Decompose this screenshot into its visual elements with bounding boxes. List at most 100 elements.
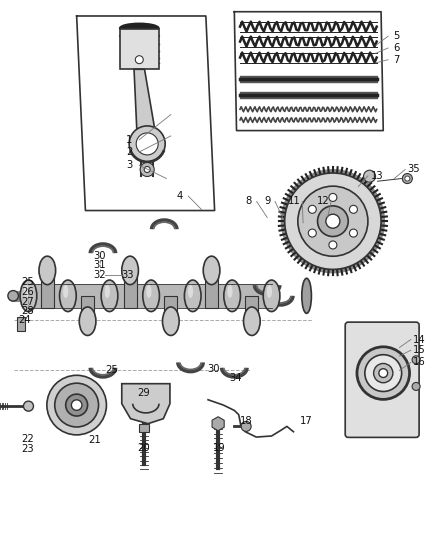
Text: 11: 11 [288,197,301,206]
Circle shape [329,241,337,249]
Text: 6: 6 [393,43,399,53]
Text: 27: 27 [21,297,34,306]
Bar [41,270,54,308]
Bar [205,270,218,308]
Circle shape [281,169,385,273]
Text: 5: 5 [393,31,399,41]
Text: 1: 1 [126,135,132,144]
Text: 16: 16 [413,358,426,367]
Bar [110,284,151,308]
Ellipse shape [24,285,29,298]
Text: 14: 14 [413,335,426,344]
Text: 20: 20 [137,443,149,453]
Bar [124,270,137,308]
Circle shape [412,382,420,391]
Bar [120,29,159,69]
Ellipse shape [39,256,56,285]
Circle shape [285,173,381,269]
Text: 29: 29 [137,389,150,398]
Bar [151,284,193,308]
Circle shape [298,186,368,256]
Text: 4: 4 [177,191,183,201]
Text: 12: 12 [317,197,330,206]
Text: 3: 3 [126,160,132,170]
Ellipse shape [263,280,280,312]
Text: 31: 31 [94,261,106,270]
Ellipse shape [267,285,272,298]
Bar [68,284,110,308]
Ellipse shape [122,256,138,285]
Bar [17,317,25,331]
Ellipse shape [227,285,233,298]
Circle shape [326,214,340,228]
Circle shape [357,347,410,399]
Ellipse shape [105,285,110,298]
Circle shape [379,369,388,377]
Text: 21: 21 [88,435,101,445]
Polygon shape [212,417,224,431]
Ellipse shape [143,280,159,312]
Ellipse shape [188,285,193,298]
Circle shape [374,364,393,383]
Circle shape [55,383,99,427]
Ellipse shape [224,280,240,312]
Circle shape [412,356,420,364]
Circle shape [405,176,410,181]
Text: 33: 33 [122,270,134,280]
Bar [139,424,148,432]
Ellipse shape [244,307,260,335]
Ellipse shape [63,285,68,298]
Circle shape [308,229,316,237]
Polygon shape [134,69,156,136]
Ellipse shape [79,307,96,335]
Text: 7: 7 [393,55,399,64]
Text: 19: 19 [212,443,226,453]
Bar [232,284,272,308]
Text: 30: 30 [208,365,220,374]
Text: 32: 32 [94,270,106,280]
Circle shape [66,394,88,416]
Circle shape [329,193,337,201]
Bar [28,284,68,308]
Circle shape [365,354,402,392]
Polygon shape [122,384,170,424]
Circle shape [8,290,18,301]
Ellipse shape [120,23,159,33]
Circle shape [350,229,357,237]
Circle shape [403,174,412,183]
Circle shape [364,170,375,182]
Ellipse shape [302,278,311,313]
FancyBboxPatch shape [345,322,419,438]
Bar [164,296,177,321]
Ellipse shape [146,285,152,298]
Text: 30: 30 [94,251,106,261]
Text: 22: 22 [21,434,34,443]
Text: 25: 25 [21,278,34,287]
Text: 9: 9 [264,197,270,206]
Circle shape [144,166,150,173]
Circle shape [350,205,357,213]
Text: 26: 26 [21,287,34,297]
Text: 24: 24 [19,315,31,325]
Text: 34: 34 [229,374,241,383]
Text: 8: 8 [245,197,251,206]
Bar [193,284,232,308]
Circle shape [24,401,33,411]
Bar [245,296,258,321]
Ellipse shape [203,256,220,285]
Text: 13: 13 [371,171,384,181]
Text: 15: 15 [413,345,426,355]
Text: 2: 2 [126,147,132,157]
Ellipse shape [135,55,143,64]
Ellipse shape [101,280,118,312]
Text: 17: 17 [300,416,313,426]
Ellipse shape [184,280,201,312]
Ellipse shape [162,307,179,335]
Circle shape [129,126,165,162]
Text: 35: 35 [408,165,420,174]
Circle shape [318,206,348,237]
Text: 28: 28 [21,306,33,316]
Bar [81,296,94,321]
Circle shape [140,163,154,176]
Ellipse shape [20,280,37,312]
